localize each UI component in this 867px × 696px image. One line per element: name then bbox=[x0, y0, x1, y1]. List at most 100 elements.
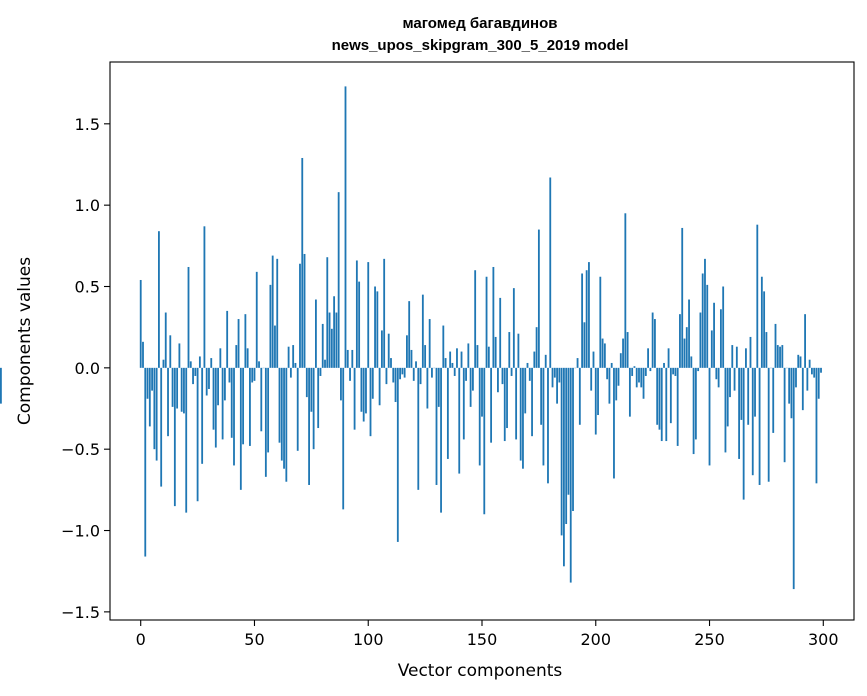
bar bbox=[408, 301, 411, 368]
bar bbox=[269, 284, 272, 368]
bar bbox=[444, 358, 447, 368]
x-tick-label: 200 bbox=[580, 630, 611, 649]
bar bbox=[690, 356, 693, 368]
bar bbox=[462, 367, 465, 440]
bar bbox=[651, 312, 654, 368]
bar bbox=[151, 367, 153, 391]
bar bbox=[296, 367, 299, 451]
bar bbox=[649, 367, 652, 372]
bar bbox=[244, 314, 247, 368]
bar bbox=[801, 367, 804, 411]
bar bbox=[735, 346, 738, 368]
bar bbox=[708, 367, 711, 466]
bar bbox=[148, 367, 151, 427]
bar bbox=[410, 349, 413, 368]
bar bbox=[565, 367, 568, 525]
bar bbox=[622, 338, 624, 368]
bar bbox=[187, 266, 190, 368]
bar bbox=[660, 367, 663, 442]
bar bbox=[497, 367, 499, 393]
bar bbox=[599, 276, 602, 368]
bar bbox=[628, 367, 631, 417]
bar bbox=[367, 262, 370, 368]
bar bbox=[799, 356, 802, 368]
bar bbox=[208, 367, 210, 389]
bar bbox=[337, 192, 340, 368]
bar bbox=[210, 358, 213, 368]
bar bbox=[726, 367, 729, 427]
bar bbox=[656, 367, 659, 425]
bar bbox=[437, 367, 440, 407]
bar bbox=[537, 229, 540, 368]
bar bbox=[638, 367, 640, 383]
x-tick-label: 50 bbox=[244, 630, 264, 649]
bar bbox=[324, 359, 326, 368]
bar bbox=[435, 367, 438, 485]
bar bbox=[674, 367, 677, 376]
bar bbox=[285, 367, 288, 482]
bar bbox=[526, 362, 529, 368]
bar bbox=[820, 367, 822, 373]
bar bbox=[292, 345, 295, 368]
bar bbox=[162, 359, 165, 368]
bar bbox=[610, 362, 613, 368]
bar bbox=[551, 367, 554, 388]
bar bbox=[333, 296, 336, 368]
bar bbox=[201, 367, 204, 464]
bar bbox=[326, 257, 329, 368]
bar bbox=[369, 367, 372, 437]
bar bbox=[305, 367, 308, 398]
y-tick-label: −1.0 bbox=[61, 522, 100, 541]
bar bbox=[713, 302, 715, 368]
bar bbox=[644, 367, 647, 376]
bar bbox=[239, 367, 242, 490]
bar bbox=[451, 362, 454, 368]
bar bbox=[387, 333, 390, 368]
bar bbox=[667, 348, 670, 368]
bar bbox=[399, 367, 401, 380]
x-tick-label: 0 bbox=[136, 630, 146, 649]
bar bbox=[390, 358, 392, 368]
bar bbox=[642, 367, 645, 399]
bar bbox=[717, 367, 720, 388]
bar bbox=[510, 367, 513, 376]
bar bbox=[155, 367, 158, 461]
x-tick-label: 150 bbox=[467, 630, 498, 649]
bar bbox=[758, 367, 761, 485]
bar bbox=[731, 345, 734, 368]
bar bbox=[553, 367, 556, 378]
bar bbox=[374, 286, 376, 368]
bar bbox=[724, 367, 727, 453]
bar bbox=[294, 362, 297, 368]
bar bbox=[792, 367, 795, 590]
bar bbox=[260, 367, 263, 432]
bar bbox=[519, 367, 522, 461]
bar bbox=[563, 367, 565, 567]
bar bbox=[817, 367, 820, 399]
bar bbox=[679, 314, 681, 368]
bar bbox=[301, 157, 304, 368]
bar bbox=[763, 291, 766, 368]
bar bbox=[692, 367, 695, 455]
bar bbox=[378, 367, 381, 406]
bar bbox=[528, 367, 531, 381]
bar bbox=[533, 351, 536, 368]
bar bbox=[503, 367, 506, 442]
bar bbox=[287, 346, 290, 368]
bar bbox=[219, 348, 222, 368]
bar bbox=[694, 367, 697, 440]
bar bbox=[606, 367, 609, 380]
y-axis-ticks: −1.5 −1.0 −0.5 0.0 0.5 1.0 1.5 bbox=[61, 115, 110, 622]
bar bbox=[567, 367, 570, 495]
bar bbox=[517, 333, 520, 368]
chart-title-line1: магомед багавдинов bbox=[403, 15, 558, 32]
bar bbox=[647, 348, 649, 368]
bar bbox=[246, 348, 249, 368]
x-tick-label: 300 bbox=[808, 630, 839, 649]
bar bbox=[419, 367, 422, 385]
bar bbox=[681, 227, 684, 368]
bar bbox=[169, 335, 172, 368]
bar bbox=[699, 312, 702, 368]
bar bbox=[205, 367, 208, 396]
bar bbox=[308, 367, 310, 485]
